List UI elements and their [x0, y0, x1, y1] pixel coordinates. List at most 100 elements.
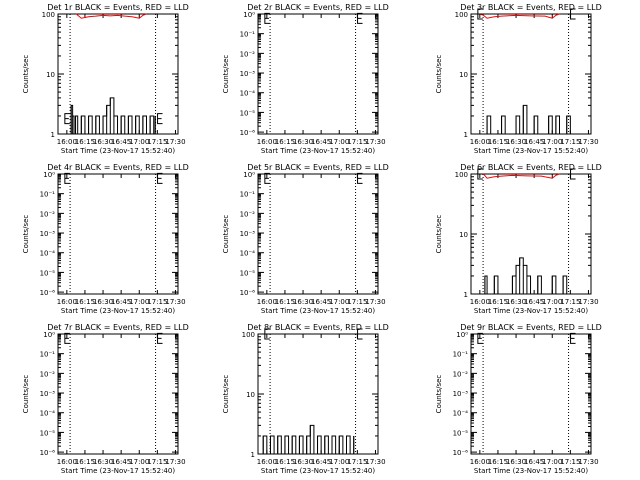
x-tick-label: 16:15 [75, 138, 95, 146]
y-tick-label: 10⁻⁶ [240, 289, 256, 297]
x-tick-label: 16:30 [293, 298, 313, 306]
bracket-marker [357, 172, 363, 184]
y-tick-label: 1 [251, 451, 255, 459]
y-tick-label: 10⁻³ [453, 390, 469, 398]
y-tick-label: 1 [51, 131, 55, 139]
x-tick-label: 17:00 [542, 298, 562, 306]
x-tick-label: 16:30 [506, 298, 526, 306]
x-tick-label: 17:15 [147, 458, 167, 466]
bracket-marker [264, 12, 270, 24]
x-tick-label: 16:45 [524, 458, 544, 466]
y-tick-label: 10⁻³ [40, 390, 56, 398]
x-tick-label: 17:30 [165, 298, 185, 306]
x-tick-label: 17:00 [129, 138, 149, 146]
x-tick-label: 16:45 [311, 458, 331, 466]
y-tick-label: 100 [242, 331, 255, 339]
x-tick-label: 17:15 [347, 458, 367, 466]
y-tick-label: 10⁰ [456, 331, 468, 339]
y-tick-label: 10⁰ [43, 171, 55, 179]
y-axis-label: Counts/sec [222, 55, 230, 94]
plot-frame [470, 333, 592, 455]
x-tick-label: 17:00 [329, 298, 349, 306]
x-tick-label: 16:15 [275, 138, 295, 146]
y-axis-label: Counts/sec [22, 55, 30, 94]
bracket-marker [264, 172, 270, 184]
y-axis-label: Counts/sec [22, 375, 30, 414]
bracket-marker [264, 328, 270, 340]
x-tick-label: 17:30 [578, 138, 598, 146]
y-tick-label: 10⁻⁵ [40, 269, 56, 277]
x-axis-label: Start Time (23-Nov-17 15:52:40) [261, 467, 375, 475]
y-tick-label: 10 [459, 71, 468, 79]
plot-frame [257, 173, 379, 295]
x-axis-label: Start Time (23-Nov-17 15:52:40) [61, 467, 175, 475]
y-tick-label: 10⁻⁵ [453, 429, 469, 437]
y-tick-label: 10⁻¹ [453, 351, 469, 359]
y-tick-label: 10⁻² [453, 370, 469, 378]
panel-7: Det 7r BLACK = Events, RED = LLD16:0016:… [22, 323, 189, 475]
x-tick-label: 17:00 [542, 458, 562, 466]
x-tick-label: 16:45 [111, 458, 131, 466]
x-tick-label: 16:00 [470, 458, 490, 466]
x-axis-label: Start Time (23-Nov-17 15:52:40) [61, 147, 175, 155]
bracket-marker [477, 168, 483, 180]
y-tick-label: 10⁻⁶ [40, 289, 56, 297]
y-axis-label: Counts/sec [435, 215, 443, 254]
y-tick-label: 10⁰ [243, 11, 255, 19]
y-tick-label: 10⁻⁴ [453, 410, 469, 418]
x-tick-label: 17:00 [329, 458, 349, 466]
x-tick-label: 16:15 [488, 138, 508, 146]
y-tick-label: 10⁻⁴ [40, 250, 56, 258]
x-tick-label: 16:45 [524, 298, 544, 306]
x-tick-label: 16:45 [311, 138, 331, 146]
x-tick-label: 17:00 [129, 458, 149, 466]
panel-title: Det 6r BLACK = Events, RED = LLD [460, 163, 602, 172]
x-tick-label: 17:15 [347, 138, 367, 146]
x-tick-label: 16:00 [57, 298, 77, 306]
events-series-line [483, 104, 571, 135]
x-tick-label: 17:15 [560, 138, 580, 146]
x-tick-label: 17:15 [560, 458, 580, 466]
panel-8: Det 8r BLACK = Events, RED = LLD16:0016:… [222, 323, 389, 475]
y-tick-label: 100 [455, 11, 468, 19]
y-tick-label: 100 [42, 11, 55, 19]
bracket-marker [570, 8, 576, 20]
y-tick-label: 10⁻³ [240, 70, 256, 78]
y-tick-label: 10⁻³ [240, 230, 256, 238]
panel-1: Det 1r BLACK = Events, RED = LLD16:0016:… [22, 3, 189, 155]
y-tick-label: 10⁻⁵ [240, 269, 256, 277]
plot-frame [257, 13, 379, 135]
x-axis-label: Start Time (23-Nov-17 15:52:40) [261, 307, 375, 315]
panel-title: Det 5r BLACK = Events, RED = LLD [247, 163, 389, 172]
x-tick-label: 17:00 [329, 138, 349, 146]
y-tick-label: 100 [455, 171, 468, 179]
y-tick-label: 10⁻⁶ [453, 449, 469, 457]
y-axis-label: Counts/sec [222, 215, 230, 254]
y-tick-label: 1 [464, 291, 468, 299]
x-tick-label: 16:45 [111, 298, 131, 306]
y-axis-label: Counts/sec [435, 55, 443, 94]
bracket-marker [64, 332, 70, 344]
x-tick-label: 16:30 [506, 458, 526, 466]
panel-title: Det 1r BLACK = Events, RED = LLD [47, 3, 189, 12]
x-axis-label: Start Time (23-Nov-17 15:52:40) [261, 147, 375, 155]
y-tick-label: 10⁰ [43, 331, 55, 339]
y-tick-label: 10⁰ [243, 171, 255, 179]
x-tick-label: 16:00 [470, 298, 490, 306]
panel-title: Det 4r BLACK = Events, RED = LLD [47, 163, 189, 172]
x-tick-label: 17:30 [365, 138, 385, 146]
panel-title: Det 7r BLACK = Events, RED = LLD [47, 323, 189, 332]
panel-title: Det 2r BLACK = Events, RED = LLD [247, 3, 389, 12]
x-tick-label: 16:30 [93, 458, 113, 466]
y-tick-label: 10⁻¹ [240, 31, 256, 39]
x-tick-label: 16:45 [311, 298, 331, 306]
y-tick-label: 10⁻⁶ [40, 449, 56, 457]
bracket-marker [157, 113, 163, 125]
y-tick-label: 10⁻⁵ [40, 429, 56, 437]
panel-title: Det 9r BLACK = Events, RED = LLD [460, 323, 602, 332]
x-axis-label: Start Time (23-Nov-17 15:52:40) [474, 467, 588, 475]
panel-6: Det 6r BLACK = Events, RED = LLD 16:00 16:… [435, 163, 602, 315]
x-tick-label: 17:00 [129, 298, 149, 306]
lld-series-line [483, 173, 560, 179]
